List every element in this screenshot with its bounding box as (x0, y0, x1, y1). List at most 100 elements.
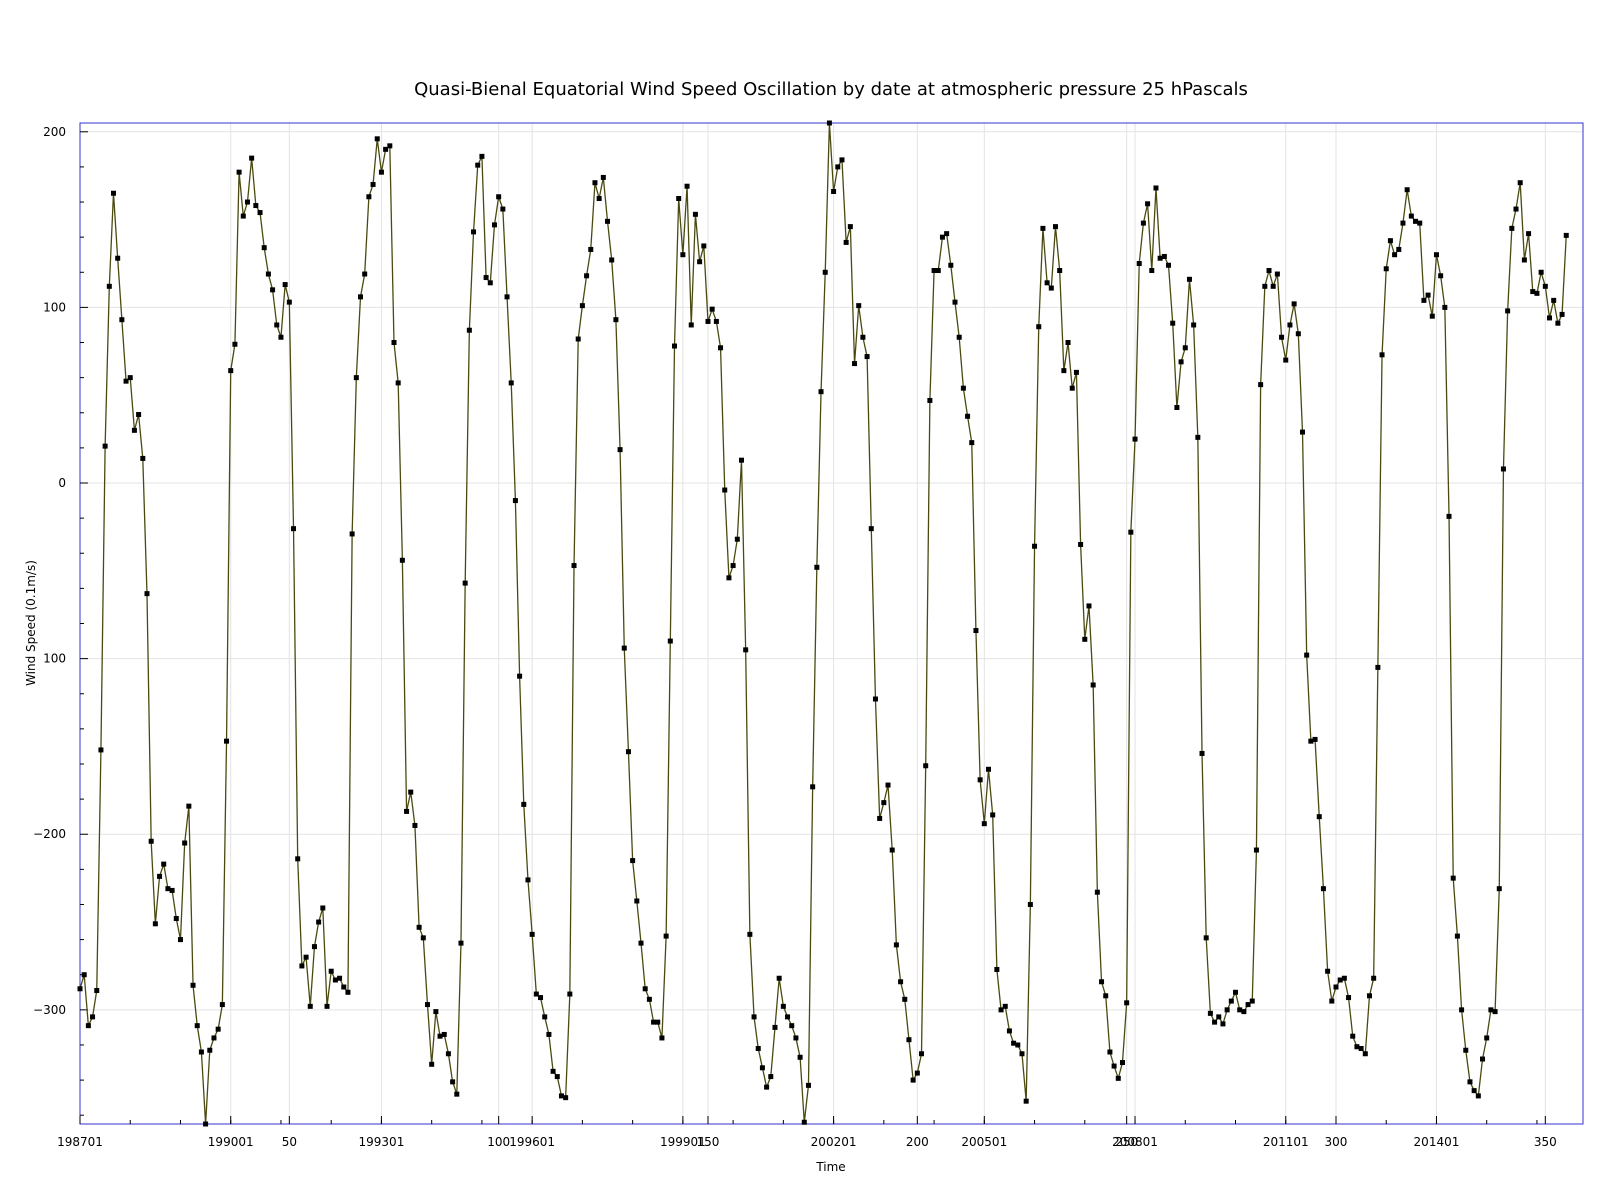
data-point (596, 196, 602, 202)
data-point (424, 1002, 430, 1008)
data-point (1480, 1056, 1486, 1062)
data-point (445, 1051, 451, 1057)
data-point (839, 157, 845, 163)
data-point (441, 1031, 447, 1037)
data-point (395, 380, 401, 386)
data-point (324, 1003, 330, 1009)
data-point (1500, 466, 1506, 472)
data-point (215, 1026, 221, 1032)
data-point (412, 822, 418, 828)
data-point (630, 858, 636, 864)
x-tick-label: 300 (1325, 1135, 1348, 1149)
data-point (1136, 260, 1142, 266)
data-point (843, 239, 849, 245)
data-point (1052, 224, 1058, 230)
data-point (1061, 368, 1067, 374)
data-point (906, 1037, 912, 1043)
data-point (944, 231, 950, 237)
data-point (1090, 682, 1096, 688)
data-point (1329, 998, 1335, 1004)
data-point (165, 886, 171, 892)
data-point (207, 1047, 213, 1053)
data-point (910, 1077, 916, 1083)
data-point (1366, 993, 1372, 999)
data-point (378, 169, 384, 175)
data-point (307, 1003, 313, 1009)
data-point (1099, 979, 1105, 985)
data-point (672, 343, 677, 349)
data-point (408, 789, 414, 795)
data-point (1471, 1088, 1477, 1094)
data-point (826, 120, 832, 126)
data-point (1316, 814, 1322, 820)
data-point (701, 243, 707, 249)
data-point (244, 199, 250, 205)
data-point (1354, 1044, 1360, 1050)
data-point (1291, 301, 1297, 307)
data-point (1542, 283, 1548, 289)
data-point (1547, 315, 1553, 321)
data-point (1463, 1047, 1469, 1053)
data-point (852, 361, 858, 367)
data-point (387, 143, 393, 149)
data-point (404, 808, 410, 814)
data-point (349, 531, 355, 537)
data-point (1467, 1079, 1473, 1085)
data-point (496, 194, 502, 200)
data-point (1454, 933, 1460, 939)
x-tick-label: 199901 (660, 1135, 706, 1149)
data-point (1065, 340, 1071, 346)
data-point (638, 940, 644, 946)
grid (79, 123, 1583, 1124)
x-tick-label: 250 (1115, 1135, 1138, 1149)
data-point (713, 318, 719, 324)
data-point (793, 1035, 799, 1041)
data-point (1408, 213, 1414, 219)
data-point (1274, 271, 1280, 277)
data-point (533, 991, 539, 997)
data-point (789, 1023, 795, 1029)
data-point (1538, 269, 1544, 275)
data-point (1178, 359, 1184, 365)
data-point (487, 280, 493, 286)
data-point (1563, 232, 1569, 238)
data-point (1182, 345, 1188, 351)
data-point (688, 322, 694, 328)
data-point (881, 800, 887, 806)
data-point (328, 968, 334, 974)
data-point (684, 183, 690, 189)
y-tick-label: −200 (33, 827, 66, 841)
series-line (79, 122, 1567, 1125)
data-point (152, 921, 158, 927)
data-point (1057, 268, 1063, 274)
data-point (157, 873, 163, 879)
data-point (1325, 968, 1331, 974)
data-point (1027, 901, 1033, 907)
data-point (203, 1121, 209, 1127)
data-point (94, 988, 100, 994)
data-point (471, 229, 477, 235)
y-tick-label: 0 (58, 476, 66, 490)
data-point (177, 937, 183, 943)
data-point (1488, 1007, 1494, 1013)
data-point (1174, 404, 1180, 410)
data-point (659, 1035, 665, 1041)
y-tick-label: 100 (43, 300, 66, 314)
data-point (383, 146, 389, 152)
data-point (1308, 738, 1314, 744)
data-point (772, 1024, 778, 1030)
data-point (889, 847, 895, 853)
x-tick-label: 350 (1534, 1135, 1557, 1149)
data-point (345, 989, 351, 995)
data-point (1283, 357, 1289, 363)
data-point (1195, 434, 1201, 440)
data-point (500, 206, 506, 212)
data-point (320, 905, 326, 911)
data-point (1107, 1049, 1113, 1055)
data-point (1413, 218, 1419, 224)
data-point (190, 982, 196, 988)
data-point (458, 940, 464, 946)
data-point (1475, 1093, 1481, 1099)
data-point (140, 455, 146, 461)
